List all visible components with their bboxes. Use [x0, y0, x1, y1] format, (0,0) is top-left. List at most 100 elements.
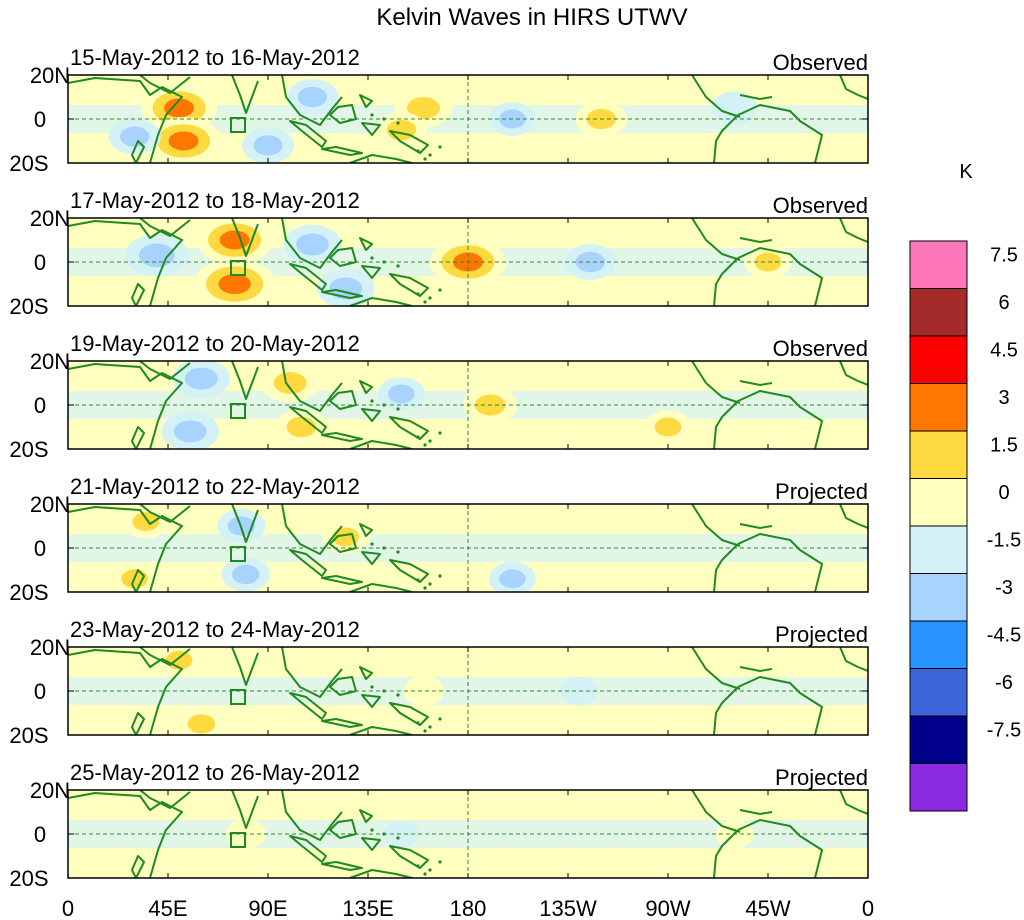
anomaly-4 [242, 127, 294, 163]
coastline [139, 504, 191, 523]
coastline [68, 77, 183, 163]
coastline [321, 861, 363, 871]
anomaly-6 [488, 562, 537, 592]
anomaly-contour [296, 233, 329, 256]
coastline [359, 380, 373, 394]
coastline [359, 809, 373, 823]
coastline [839, 790, 868, 815]
anomaly-contour [138, 243, 175, 268]
island [396, 121, 400, 125]
reference-box [230, 117, 246, 133]
lon-tick-label: 90W [645, 896, 690, 920]
lat-label-south: 20S [9, 580, 48, 605]
coastline [713, 829, 739, 878]
coastline [359, 237, 373, 251]
anomaly-4 [221, 557, 270, 592]
coastline [131, 283, 145, 306]
panel-6: 20N 0 20S 25-May-2012 to 26-May-2012 Project… [9, 760, 869, 891]
anomaly-2 [383, 820, 419, 848]
lat-label-north: 20N [30, 635, 70, 660]
coastline [281, 647, 343, 698]
coastline [131, 855, 145, 878]
coastline [139, 75, 191, 94]
coastline [321, 718, 363, 728]
coastline [321, 289, 363, 299]
coastline [289, 120, 327, 148]
island [423, 443, 427, 447]
coastline [737, 819, 823, 878]
anomaly-contour [187, 714, 216, 734]
coastline [68, 363, 183, 449]
coastline [839, 647, 868, 672]
lat-label-south: 20S [9, 437, 48, 462]
anomaly-7 [644, 410, 692, 444]
island [438, 288, 442, 292]
anomaly-1 [155, 647, 203, 677]
coastline [289, 549, 327, 577]
panel-date: 25-May-2012 to 26-May-2012 [70, 760, 360, 785]
panel-4: 20N 0 20S 21-May-2012 to 22-May-2012 Project… [9, 474, 869, 605]
anomaly-5 [283, 224, 342, 264]
colorbar-label: 6 [998, 292, 1009, 314]
island [423, 729, 427, 733]
coastline [289, 692, 327, 720]
lat-label-equator: 0 [34, 107, 46, 132]
coastline [131, 140, 145, 163]
coastline [68, 506, 183, 592]
coastline [139, 790, 191, 809]
panel-status: Observed [773, 50, 868, 75]
island [416, 578, 420, 582]
panel-status: Projected [775, 765, 868, 790]
anomaly-4 [124, 234, 189, 277]
anomaly-contour [654, 417, 682, 437]
coastline [359, 94, 373, 108]
lon-tick-label: 0 [862, 896, 874, 920]
coastline [321, 146, 363, 156]
coastline [839, 361, 868, 386]
coastline [691, 75, 741, 118]
panel-status: Projected [775, 622, 868, 647]
anomaly-3 [403, 676, 444, 706]
coastline [389, 130, 429, 154]
island [370, 399, 374, 403]
island [370, 256, 374, 260]
lon-tick-label: 0 [62, 896, 74, 920]
lon-tick-label: 90E [248, 896, 287, 920]
island [428, 153, 432, 157]
coastline [231, 790, 259, 829]
coastline [329, 247, 357, 267]
coastline [281, 790, 343, 841]
coastline [281, 75, 343, 126]
colorbar-label: -1.5 [987, 530, 1021, 552]
island [370, 542, 374, 546]
reference-box [230, 546, 246, 562]
reference-box [230, 689, 246, 705]
island [416, 292, 420, 296]
lon-tick-label: 135W [539, 896, 597, 920]
island [438, 431, 442, 435]
coastline [839, 504, 868, 529]
lat-label-equator: 0 [34, 250, 46, 275]
island [428, 296, 432, 300]
coastline [281, 504, 343, 555]
anomaly-contour [119, 126, 150, 147]
coastline [361, 265, 381, 279]
anomaly-contour [164, 98, 195, 118]
island [423, 300, 427, 304]
coastline [691, 647, 741, 690]
panel-date: 21-May-2012 to 22-May-2012 [70, 474, 360, 499]
colorbar-label: -7.5 [987, 720, 1021, 742]
anomaly-contour [168, 131, 199, 151]
lat-label-equator: 0 [34, 822, 46, 847]
coastline [389, 273, 429, 297]
colorbar-swatch [909, 383, 968, 432]
island [416, 864, 420, 868]
panel-3: 20N 0 20S 19-May-2012 to 20-May-2012 Observe… [9, 331, 869, 462]
panel-status: Observed [773, 336, 868, 361]
island [423, 872, 427, 876]
colorbar-swatch [909, 668, 968, 717]
coastline [231, 647, 259, 686]
coastline [289, 406, 327, 434]
coastline [349, 154, 413, 163]
